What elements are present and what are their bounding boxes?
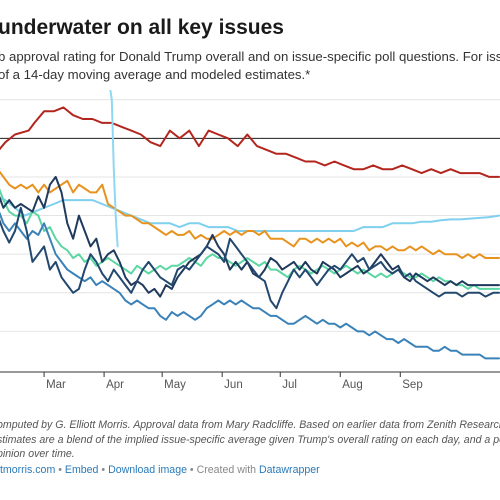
x-axis-ticks: Mar Apr May Jun Jul Aug Sep <box>0 371 500 391</box>
series-line-3 <box>0 170 500 259</box>
x-tick-label: Aug <box>342 379 362 391</box>
x-tick-label: Jun <box>224 379 243 391</box>
series-line-8 <box>109 90 119 248</box>
x-tick-label: May <box>164 379 186 391</box>
series-line-2 <box>0 196 500 232</box>
chart-subtitle: b approval rating for Donald Trump overa… <box>0 48 500 84</box>
source-link[interactable]: ttmorris.com <box>0 464 56 476</box>
embed-link[interactable]: Embed <box>64 464 99 476</box>
gridlines <box>0 99 500 332</box>
x-tick-label: Apr <box>106 379 124 391</box>
x-tick-label: Mar <box>46 379 66 391</box>
series-line-1 <box>0 106 500 178</box>
chart-notes: omputed by G. Elliott Morris. Approval d… <box>0 418 500 462</box>
x-tick-label: Jul <box>282 379 297 391</box>
series-line-6 <box>0 175 500 298</box>
chart-footer: ttmorris.com • Embed • Download image • … <box>0 464 320 476</box>
subtitle-line: b approval rating for Donald Trump overa… <box>0 49 500 64</box>
notes-line: stimates are a blend of the implied issu… <box>0 433 500 446</box>
series-lines <box>0 90 500 360</box>
chart-title: underwater on all key issues <box>0 16 284 39</box>
separator: • <box>98 464 109 476</box>
series-line-7 <box>0 206 500 310</box>
separator: • <box>55 464 65 476</box>
created-with-text: Created with <box>196 464 260 476</box>
separator: • <box>186 464 197 476</box>
notes-line: omputed by G. Elliott Morris. Approval d… <box>0 419 500 431</box>
x-tick-label: Sep <box>402 379 422 391</box>
subtitle-line: of a 14-day moving average and modeled e… <box>0 67 311 82</box>
download-image-link[interactable]: Download image <box>108 464 187 476</box>
datawrapper-link[interactable]: Datawrapper <box>259 464 320 476</box>
notes-line: pinion over time. <box>0 448 75 460</box>
series-line-5 <box>0 211 500 360</box>
